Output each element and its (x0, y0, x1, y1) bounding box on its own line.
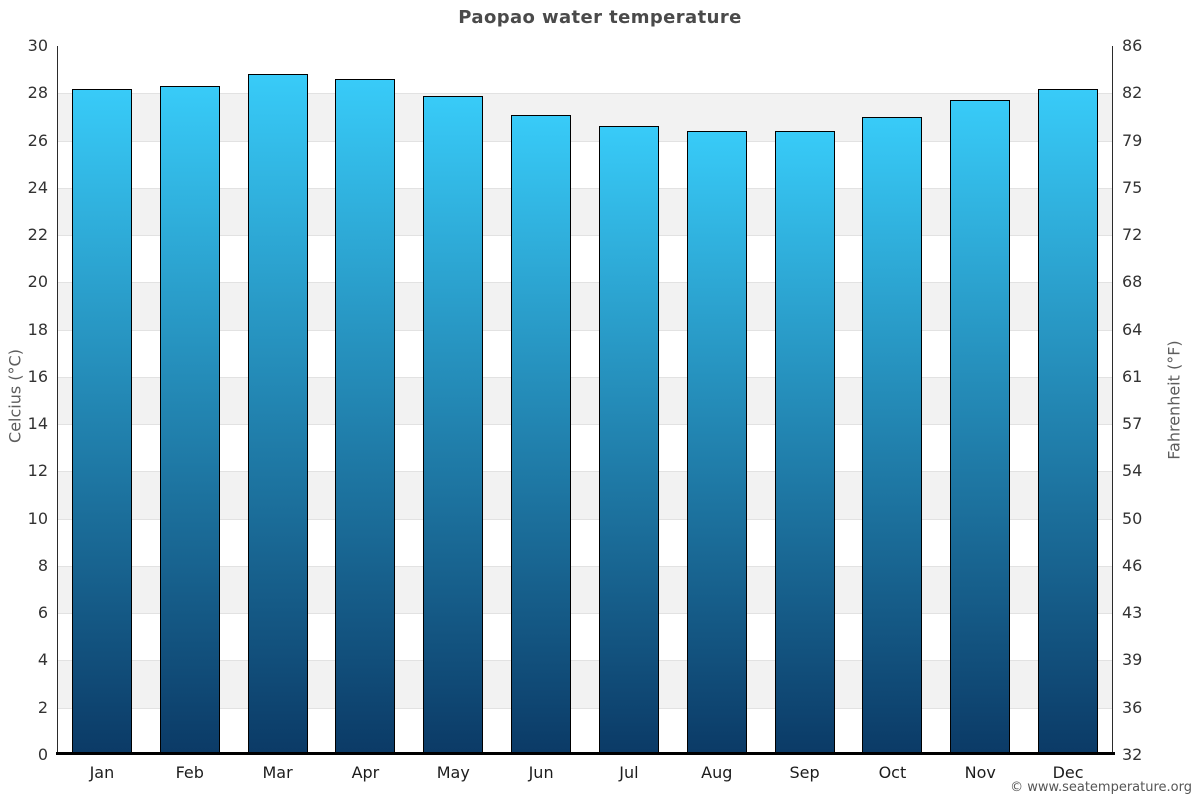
chart-title: Paopao water temperature (458, 7, 742, 28)
bar-oct[interactable] (862, 116, 923, 755)
ytick-celsius: 8 (37, 555, 48, 575)
ytick-celsius: 20 (27, 272, 48, 292)
xtick-nov: Nov (964, 763, 996, 782)
xtick-dec: Dec (1052, 763, 1084, 782)
bar-nov[interactable] (950, 100, 1011, 755)
ytick-fahrenheit: 68 (1122, 272, 1143, 292)
bar-may[interactable] (423, 95, 484, 755)
xtick-apr: Apr (351, 763, 380, 782)
plot-band (58, 424, 1112, 472)
ytick-fahrenheit: 39 (1122, 650, 1143, 670)
ytick-fahrenheit: 36 (1122, 697, 1143, 717)
ytick-fahrenheit: 61 (1122, 366, 1143, 386)
plot-band (58, 282, 1112, 330)
ytick-celsius: 10 (27, 508, 48, 528)
x-axis-line (56, 752, 1115, 755)
bar-mar[interactable] (247, 74, 308, 755)
plot-band (58, 187, 1112, 236)
bar-apr[interactable] (335, 79, 396, 755)
y-axis-title-fahrenheit: Fahrenheit (°F) (1164, 340, 1184, 460)
plot-band (58, 660, 1112, 708)
plot-band (58, 471, 1112, 519)
plot-band (58, 376, 1112, 425)
ytick-celsius: 4 (37, 650, 48, 670)
ytick-fahrenheit: 57 (1122, 414, 1143, 434)
xtick-sep: Sep (789, 763, 820, 782)
xtick-feb: Feb (175, 763, 204, 782)
bar-sep[interactable] (774, 131, 835, 755)
gridline (58, 187, 1112, 189)
ytick-fahrenheit: 72 (1122, 225, 1143, 245)
gridline (58, 235, 1112, 237)
plot-band (58, 707, 1112, 755)
plot-band (58, 613, 1112, 661)
bar-jul[interactable] (598, 126, 659, 755)
plot-band (58, 329, 1112, 377)
ytick-celsius: 28 (27, 83, 48, 103)
ytick-fahrenheit: 86 (1122, 36, 1143, 55)
ytick-celsius: 26 (27, 130, 48, 150)
gridline (58, 565, 1112, 567)
ytick-fahrenheit: 64 (1122, 319, 1143, 339)
ytick-fahrenheit: 43 (1122, 603, 1143, 623)
ytick-celsius: 24 (27, 177, 48, 197)
ytick-fahrenheit: 32 (1122, 745, 1143, 764)
ytick-fahrenheit: 79 (1122, 130, 1143, 150)
xtick-jan: Jan (89, 763, 115, 782)
xtick-mar: Mar (262, 763, 293, 782)
gridline (58, 93, 1112, 95)
gridline (58, 424, 1112, 426)
bar-feb[interactable] (159, 86, 220, 755)
ytick-fahrenheit: 54 (1122, 461, 1143, 481)
xtick-oct: Oct (878, 763, 907, 782)
gridline (58, 660, 1112, 662)
plot-band (58, 140, 1112, 188)
ytick-celsius: 6 (37, 603, 48, 623)
gridline (58, 471, 1112, 473)
ytick-fahrenheit: 82 (1122, 83, 1143, 103)
y-axis-line-right (1112, 46, 1113, 755)
xtick-may: May (436, 763, 470, 782)
gridline (58, 140, 1112, 142)
bar-jun[interactable] (511, 114, 572, 755)
ytick-celsius: 2 (37, 697, 48, 717)
gridline (58, 707, 1112, 709)
xtick-aug: Aug (701, 763, 733, 782)
ytick-fahrenheit: 75 (1122, 177, 1143, 197)
xtick-jun: Jun (528, 763, 554, 782)
plot-band (58, 235, 1112, 283)
ytick-celsius: 22 (27, 225, 48, 245)
gridline (58, 329, 1112, 331)
ytick-celsius: 18 (27, 319, 48, 339)
bar-dec[interactable] (1038, 88, 1099, 755)
ytick-celsius: 16 (27, 366, 48, 386)
plot-band (58, 518, 1112, 566)
plot-area (58, 46, 1112, 755)
xtick-jul: Jul (619, 763, 639, 782)
gridline (58, 613, 1112, 615)
credit-link[interactable]: © www.seatemperature.org (1010, 780, 1192, 795)
plot-band (58, 565, 1112, 614)
gridline (58, 376, 1112, 378)
gridline (58, 282, 1112, 284)
ytick-celsius: 14 (27, 414, 48, 434)
bar-aug[interactable] (686, 131, 747, 755)
bar-jan[interactable] (71, 88, 132, 755)
ytick-fahrenheit: 46 (1122, 555, 1143, 575)
ytick-fahrenheit: 50 (1122, 508, 1143, 528)
ytick-celsius: 30 (27, 36, 48, 55)
ytick-celsius: 12 (27, 461, 48, 481)
plot-band (58, 46, 1112, 94)
plot-band (58, 93, 1112, 141)
y-axis-line-left (57, 46, 58, 755)
gridline (58, 518, 1112, 520)
ytick-celsius: 0 (37, 745, 48, 764)
